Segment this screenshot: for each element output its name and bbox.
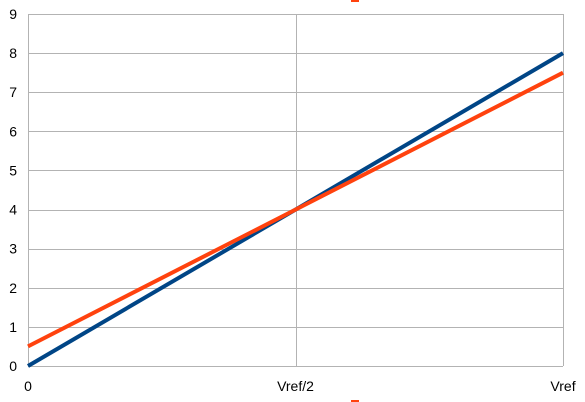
grid bbox=[28, 14, 564, 367]
y-tick-label: 9 bbox=[9, 6, 17, 22]
series-lines bbox=[26, 51, 565, 368]
legend bbox=[351, 0, 359, 402]
x-tick-label: 0 bbox=[24, 378, 32, 394]
x-axis-tick-labels: 0 Vref/2 Vref bbox=[24, 378, 576, 394]
x-tick-label: Vref bbox=[550, 378, 575, 394]
y-tick-label: 1 bbox=[9, 319, 17, 335]
y-tick-label: 0 bbox=[9, 358, 17, 374]
series-line-2 bbox=[27, 70, 564, 349]
y-tick-label: 4 bbox=[9, 202, 17, 218]
y-axis-tick-labels: 0 1 2 3 4 5 6 7 8 9 bbox=[9, 6, 17, 374]
y-tick-label: 6 bbox=[9, 123, 17, 139]
y-tick-label: 2 bbox=[9, 280, 17, 296]
x-tick-label: Vref/2 bbox=[277, 378, 314, 394]
y-tick-label: 3 bbox=[9, 241, 17, 257]
legend-swatch-bottom bbox=[351, 400, 359, 402]
y-tick-label: 8 bbox=[9, 45, 17, 61]
y-tick-label: 5 bbox=[9, 162, 17, 178]
legend-swatch-top bbox=[351, 0, 359, 2]
y-tick-label: 7 bbox=[9, 84, 17, 100]
